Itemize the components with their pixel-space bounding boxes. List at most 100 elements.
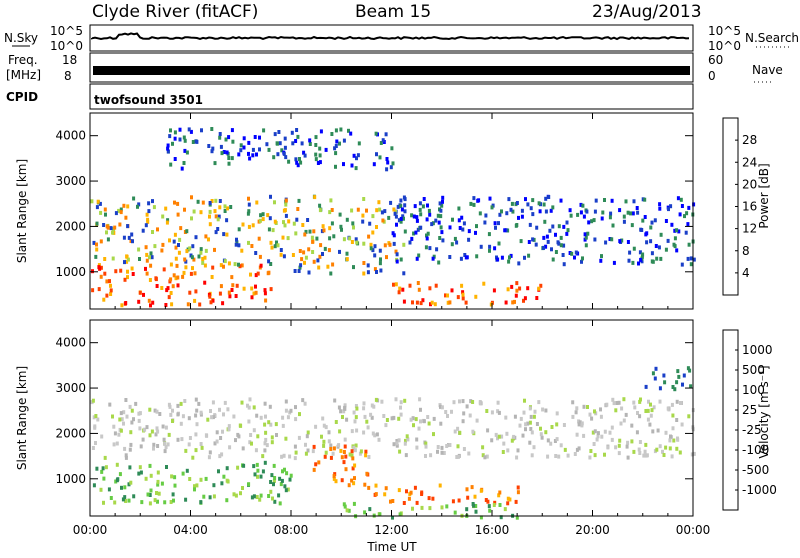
power-cell [168,238,171,243]
velocity-cell [194,397,198,402]
power-cell [450,242,454,247]
velocity-cell [344,454,348,459]
velocity-cell [306,448,310,453]
power-cell [217,214,221,219]
power-cell [659,256,663,261]
velocity-cell [247,482,251,487]
power-cell [102,223,106,227]
velocity-cell [165,465,168,469]
velocity-cell [267,494,271,498]
velocity-cell [546,454,550,459]
power-cell [330,221,334,226]
power-cell [631,260,635,265]
power-cell [378,207,382,212]
velocity-cell [481,453,485,458]
velocity-colorbar-tick-label: -500 [742,463,769,477]
power-cell [678,212,682,217]
velocity-cell [311,449,315,454]
power-cell [200,128,203,133]
power-cell [237,152,241,157]
power-cell [385,167,389,172]
power-cell [282,254,286,259]
power-cell [342,162,345,167]
power-cell [250,295,254,300]
power-cell [283,136,287,141]
power-cell [290,130,294,135]
velocity-cell [646,417,650,422]
power-cell [383,209,387,214]
power-cell [612,260,616,265]
power-cell [130,232,134,237]
power-cell [434,283,438,288]
power-cell [628,250,632,255]
velocity-cell [574,410,578,415]
power-cell [418,207,422,212]
power-cell [455,240,459,245]
velocity-cell [405,434,409,439]
power-cell [417,287,421,292]
velocity-cell [100,469,104,474]
velocity-cell [626,440,630,445]
power-cell [352,225,355,230]
power-cell [299,160,303,165]
power-cell [554,250,558,254]
power-cell [174,245,178,250]
velocity-cell [220,452,224,457]
power-cells [90,127,696,308]
power-cell [275,141,279,146]
velocity-cell [217,469,220,474]
velocity-cell [493,500,497,505]
power-cell [500,209,503,214]
velocity-cell [409,490,413,495]
velocity-cell [220,481,224,486]
velocity-cell [256,468,260,473]
velocity-cell [359,449,363,454]
velocity-cell [666,406,670,411]
power-cell [249,272,252,277]
velocity-cell [339,448,343,453]
power-cell [125,259,129,264]
power-cell [259,213,263,218]
power-cell [385,157,389,161]
velocity-cell [440,445,444,450]
power-cell [372,162,376,167]
velocity-cell [160,481,164,486]
velocity-cell [391,515,394,520]
power-cell [149,251,153,256]
velocity-cell [571,400,575,405]
velocity-cell [378,512,382,517]
power-ytick-label: 3000 [55,174,86,188]
power-cell [276,243,280,248]
power-cell [437,220,441,225]
power-cell [247,140,251,145]
power-cell [242,145,246,150]
power-cell [464,300,468,305]
power-cell [186,302,190,307]
velocity-cell [593,409,596,414]
velocity-cell [263,401,267,406]
power-cell [334,128,338,133]
power-cell [119,268,123,273]
velocity-cell [632,449,636,454]
power-cell [587,220,591,225]
power-cell [172,273,176,278]
velocity-cell [115,441,119,446]
power-cell [389,165,393,170]
velocity-cell [95,466,99,471]
power-cell [214,198,218,203]
power-cell [293,269,297,273]
power-cell [300,141,304,146]
power-cell [160,248,164,253]
velocity-cell [323,454,327,459]
power-cell [166,218,170,223]
power-cell [496,257,500,262]
power-cell [247,196,250,201]
velocity-cell [103,455,107,460]
velocity-cell [483,455,487,460]
power-cell [263,291,267,296]
power-cell [461,290,465,295]
velocity-cell [341,415,344,419]
power-cell [330,208,334,212]
velocity-cell [456,444,460,449]
velocity-cell [144,476,148,481]
